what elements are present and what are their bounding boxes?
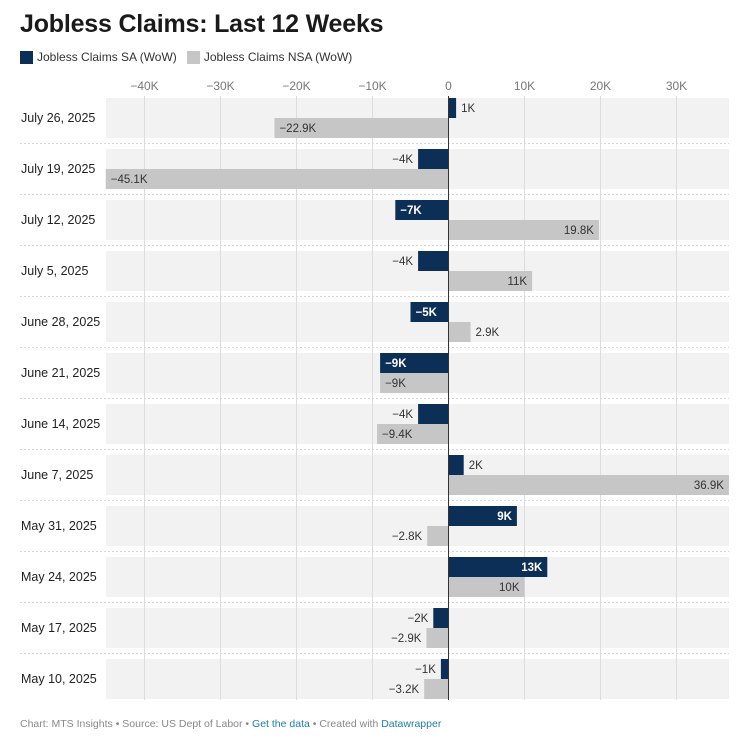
bar-chart: −40K −30K −20K −10K 0 10K 20K 30K July 26, 2025 J… [20,79,729,700]
legend-label-sa: Jobless Claims SA (WoW) [37,50,177,64]
bar-nsa [105,169,449,189]
value-label-nsa: −2.8K [392,531,423,543]
bar-nsa [377,424,449,444]
x-tick-label: −10K [358,79,386,93]
value-label-nsa: 2.9K [476,327,500,339]
row-background [106,251,729,291]
x-tick-label: −20K [282,79,310,93]
category-label: May 31, 2025 [21,519,97,533]
footer-credits: Chart: MTS Insights • Source: US Dept of… [20,718,441,730]
category-label: May 10, 2025 [21,672,97,686]
bar-sa [395,200,449,220]
bar-nsa [426,628,449,648]
value-label-nsa: 11K [507,276,527,288]
value-label-sa: 13K [521,562,543,574]
legend-label-nsa: Jobless Claims NSA (WoW) [203,50,353,64]
bar-sa [448,98,457,118]
category-label: July 19, 2025 [21,162,95,176]
value-label-sa: −4K [392,154,413,166]
x-tick-label: 20K [590,79,611,93]
category-label: May 17, 2025 [21,621,97,635]
value-label-sa: −2K [408,613,429,625]
category-label: May 24, 2025 [21,570,97,584]
value-label-nsa: 19.8K [564,225,594,237]
footer-middle: • Created with [309,718,382,730]
footer-prefix: Chart: MTS Insights • Source: US Dept of… [20,718,253,730]
category-label: July 12, 2025 [21,213,95,227]
row-background [106,659,729,699]
bar-sa [418,149,449,169]
value-label-nsa: −22.9K [279,123,316,135]
category-label: June 21, 2025 [21,366,100,380]
legend: Jobless Claims SA (WoW) Jobless Claims N… [20,50,362,64]
row-background [106,506,729,546]
bar-nsa [448,322,471,342]
bar-sa [440,659,449,679]
value-label-sa: −5K [416,307,438,319]
x-tick-label: 0 [445,79,452,93]
x-tick-label: 10K [514,79,535,93]
bar-sa [418,251,449,271]
value-label-sa: 1K [461,103,475,115]
chart-title: Jobless Claims: Last 12 Weeks [20,10,384,38]
value-label-sa: −4K [392,409,413,421]
value-label-nsa: 10K [499,582,520,594]
bar-nsa [448,577,525,597]
row-background [106,557,729,597]
datawrapper-link[interactable]: Datawrapper [381,718,442,730]
bar-sa [448,506,517,526]
category-label: June 28, 2025 [21,315,100,329]
bar-sa [410,302,449,322]
bar-nsa [448,271,533,291]
value-label-sa: 2K [469,460,483,472]
x-tick-label: −30K [206,79,234,93]
bar-nsa [380,373,449,393]
bar-nsa [448,475,729,495]
category-label: June 14, 2025 [21,417,100,431]
bar-sa [448,455,464,475]
legend-swatch-nsa [186,50,200,64]
value-label-nsa: −45.1K [111,174,148,186]
bar-nsa [424,679,449,699]
value-label-sa: −1K [415,664,436,676]
x-tick-label: 30K [666,79,687,93]
value-label-nsa: −3.2K [389,684,420,696]
value-label-sa: 9K [497,511,512,523]
value-label-sa: −9K [385,358,407,370]
value-label-nsa: 36.9K [694,480,724,492]
value-label-sa: −7K [400,205,422,217]
category-label: July 26, 2025 [21,111,95,125]
value-label-sa: −4K [392,256,413,268]
value-label-nsa: −9.4K [382,429,413,441]
category-label: June 7, 2025 [21,468,93,482]
x-tick-label: −40K [130,79,158,93]
legend-item-sa: Jobless Claims SA (WoW) [20,50,177,64]
category-label: July 5, 2025 [21,264,88,278]
get-the-data-link[interactable]: Get the data [252,718,310,730]
value-label-nsa: −2.9K [391,633,422,645]
bar-sa [380,353,449,373]
bar-nsa [427,526,449,546]
bar-nsa [274,118,449,138]
bar-sa [448,557,548,577]
bar-sa [433,608,449,628]
value-label-nsa: −9K [385,378,406,390]
bar-sa [418,404,449,424]
bar-nsa [448,220,599,240]
legend-item-nsa: Jobless Claims NSA (WoW) [186,50,353,64]
row-background [106,608,729,648]
legend-swatch-sa [20,50,33,64]
